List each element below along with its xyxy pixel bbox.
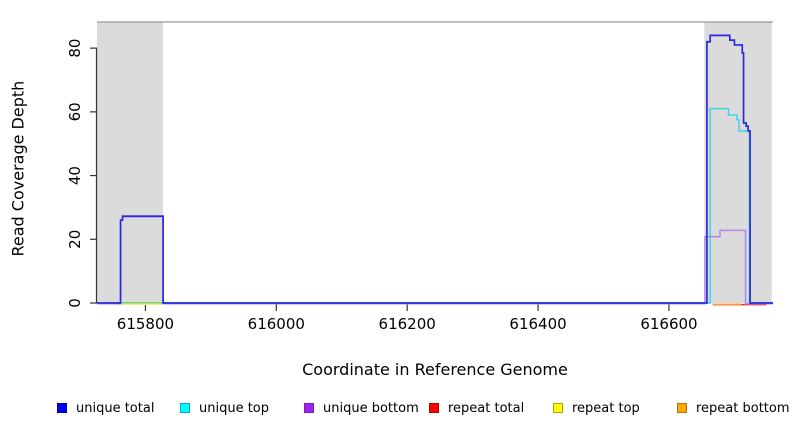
x-tick-label-616200: 616200	[379, 315, 436, 333]
series-unique-top	[163, 107, 773, 304]
legend-item-unique-top: unique top	[180, 399, 269, 417]
x-tick-label-616400: 616400	[509, 315, 566, 333]
legend-item-repeat-top: repeat top	[553, 399, 640, 417]
legend-label: repeat total	[448, 400, 525, 416]
y-axis-label: Read Coverage Depth	[8, 80, 28, 257]
y-tick-label-60: 60	[66, 102, 84, 121]
x-tick-label-616600: 616600	[640, 315, 697, 333]
legend-swatch-unique-bottom	[304, 403, 314, 413]
legend-label: unique bottom	[323, 400, 419, 416]
y-tick-label-0: 0	[66, 298, 84, 308]
legend-item-repeat-total: repeat total	[429, 399, 524, 417]
legend-label: repeat top	[572, 400, 640, 416]
legend-item-unique-bottom: unique bottom	[304, 399, 419, 417]
shaded-repeat-region-2	[704, 21, 772, 303]
legend-label: unique top	[199, 400, 270, 416]
y-tick-label-80: 80	[66, 39, 84, 58]
x-tick-label-615800: 615800	[117, 315, 174, 333]
legend-item-repeat-bottom: repeat bottom	[677, 399, 790, 417]
shaded-repeat-region-1	[97, 21, 164, 303]
y-tick-label-20: 20	[66, 230, 84, 249]
legend-item-unique-total: unique total	[57, 399, 154, 417]
x-tick-label-616000: 616000	[248, 315, 305, 333]
x-axis-label: Coordinate in Reference Genome	[302, 360, 568, 379]
legend-swatch-unique-top	[180, 403, 190, 413]
legend-swatch-repeat-top	[553, 403, 563, 413]
y-tick-label-40: 40	[66, 166, 84, 185]
legend-label: repeat bottom	[696, 400, 790, 416]
series-unique-total	[97, 34, 773, 304]
legend-swatch-repeat-total	[429, 403, 439, 413]
chart-legend: unique total unique top unique bottom repea…	[0, 399, 792, 421]
series-unique-bottom	[97, 215, 773, 305]
legend-label: unique total	[76, 400, 155, 416]
legend-swatch-unique-total	[57, 403, 67, 413]
legend-swatch-repeat-bottom	[677, 403, 687, 413]
